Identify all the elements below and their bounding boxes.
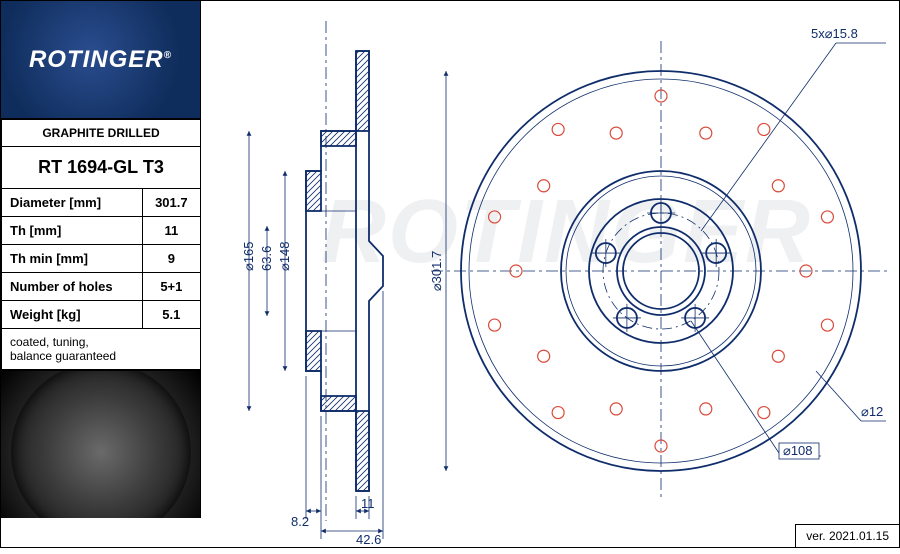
- brand-logo: ROTINGER®: [29, 46, 172, 74]
- spec-value: 9: [142, 245, 200, 273]
- spec-row: Weight [kg]5.1: [2, 301, 201, 329]
- dim-drill: ⌀12: [861, 404, 883, 419]
- part-number: RT 1694-GL T3: [2, 147, 201, 189]
- dim-d148: ⌀148: [277, 241, 292, 271]
- spec-label: Th min [mm]: [2, 245, 143, 273]
- dim-d301-7: ⌀301.7: [429, 251, 444, 291]
- spec-row: Diameter [mm]301.7: [2, 189, 201, 217]
- dim-63-6: 63.6: [259, 246, 274, 271]
- spec-value: 11: [142, 217, 200, 245]
- spec-label: Number of holes: [2, 273, 143, 301]
- spec-value: 301.7: [142, 189, 200, 217]
- dim-11: 11: [361, 496, 375, 511]
- spec-table: GRAPHITE DRILLED RT 1694-GL T3 Diameter …: [1, 119, 201, 370]
- technical-drawing: ⌀165 63.6 ⌀148 8.2 11 42.6: [201, 1, 900, 549]
- product-photo: [1, 370, 201, 518]
- spec-label: Th [mm]: [2, 217, 143, 245]
- spec-row: Number of holes5+1: [2, 273, 201, 301]
- spec-value: 5+1: [142, 273, 200, 301]
- spec-label: Diameter [mm]: [2, 189, 143, 217]
- section-view: ⌀165 63.6 ⌀148 8.2 11 42.6: [241, 21, 383, 547]
- version-label: ver. 2021.01.15: [795, 524, 899, 547]
- front-view: ⌀301.7 5x⌀15.8 ⌀108 ⌀12: [429, 26, 891, 501]
- dim-d165: ⌀165: [241, 241, 256, 271]
- dim-42-6: 42.6: [356, 532, 381, 547]
- logo-area: ROTINGER®: [1, 1, 201, 119]
- spec-row: Th min [mm]9: [2, 245, 201, 273]
- spec-value: 5.1: [142, 301, 200, 329]
- spec-label: Weight [kg]: [2, 301, 143, 329]
- dim-pcd: ⌀108: [783, 443, 813, 458]
- dim-bolt-holes: 5x⌀15.8: [811, 26, 858, 41]
- sidebar: ROTINGER® GRAPHITE DRILLED RT 1694-GL T3…: [1, 1, 201, 549]
- spec-note: coated, tuning, balance guaranteed: [2, 329, 201, 370]
- product-line: GRAPHITE DRILLED: [2, 120, 201, 147]
- spec-row: Th [mm]11: [2, 217, 201, 245]
